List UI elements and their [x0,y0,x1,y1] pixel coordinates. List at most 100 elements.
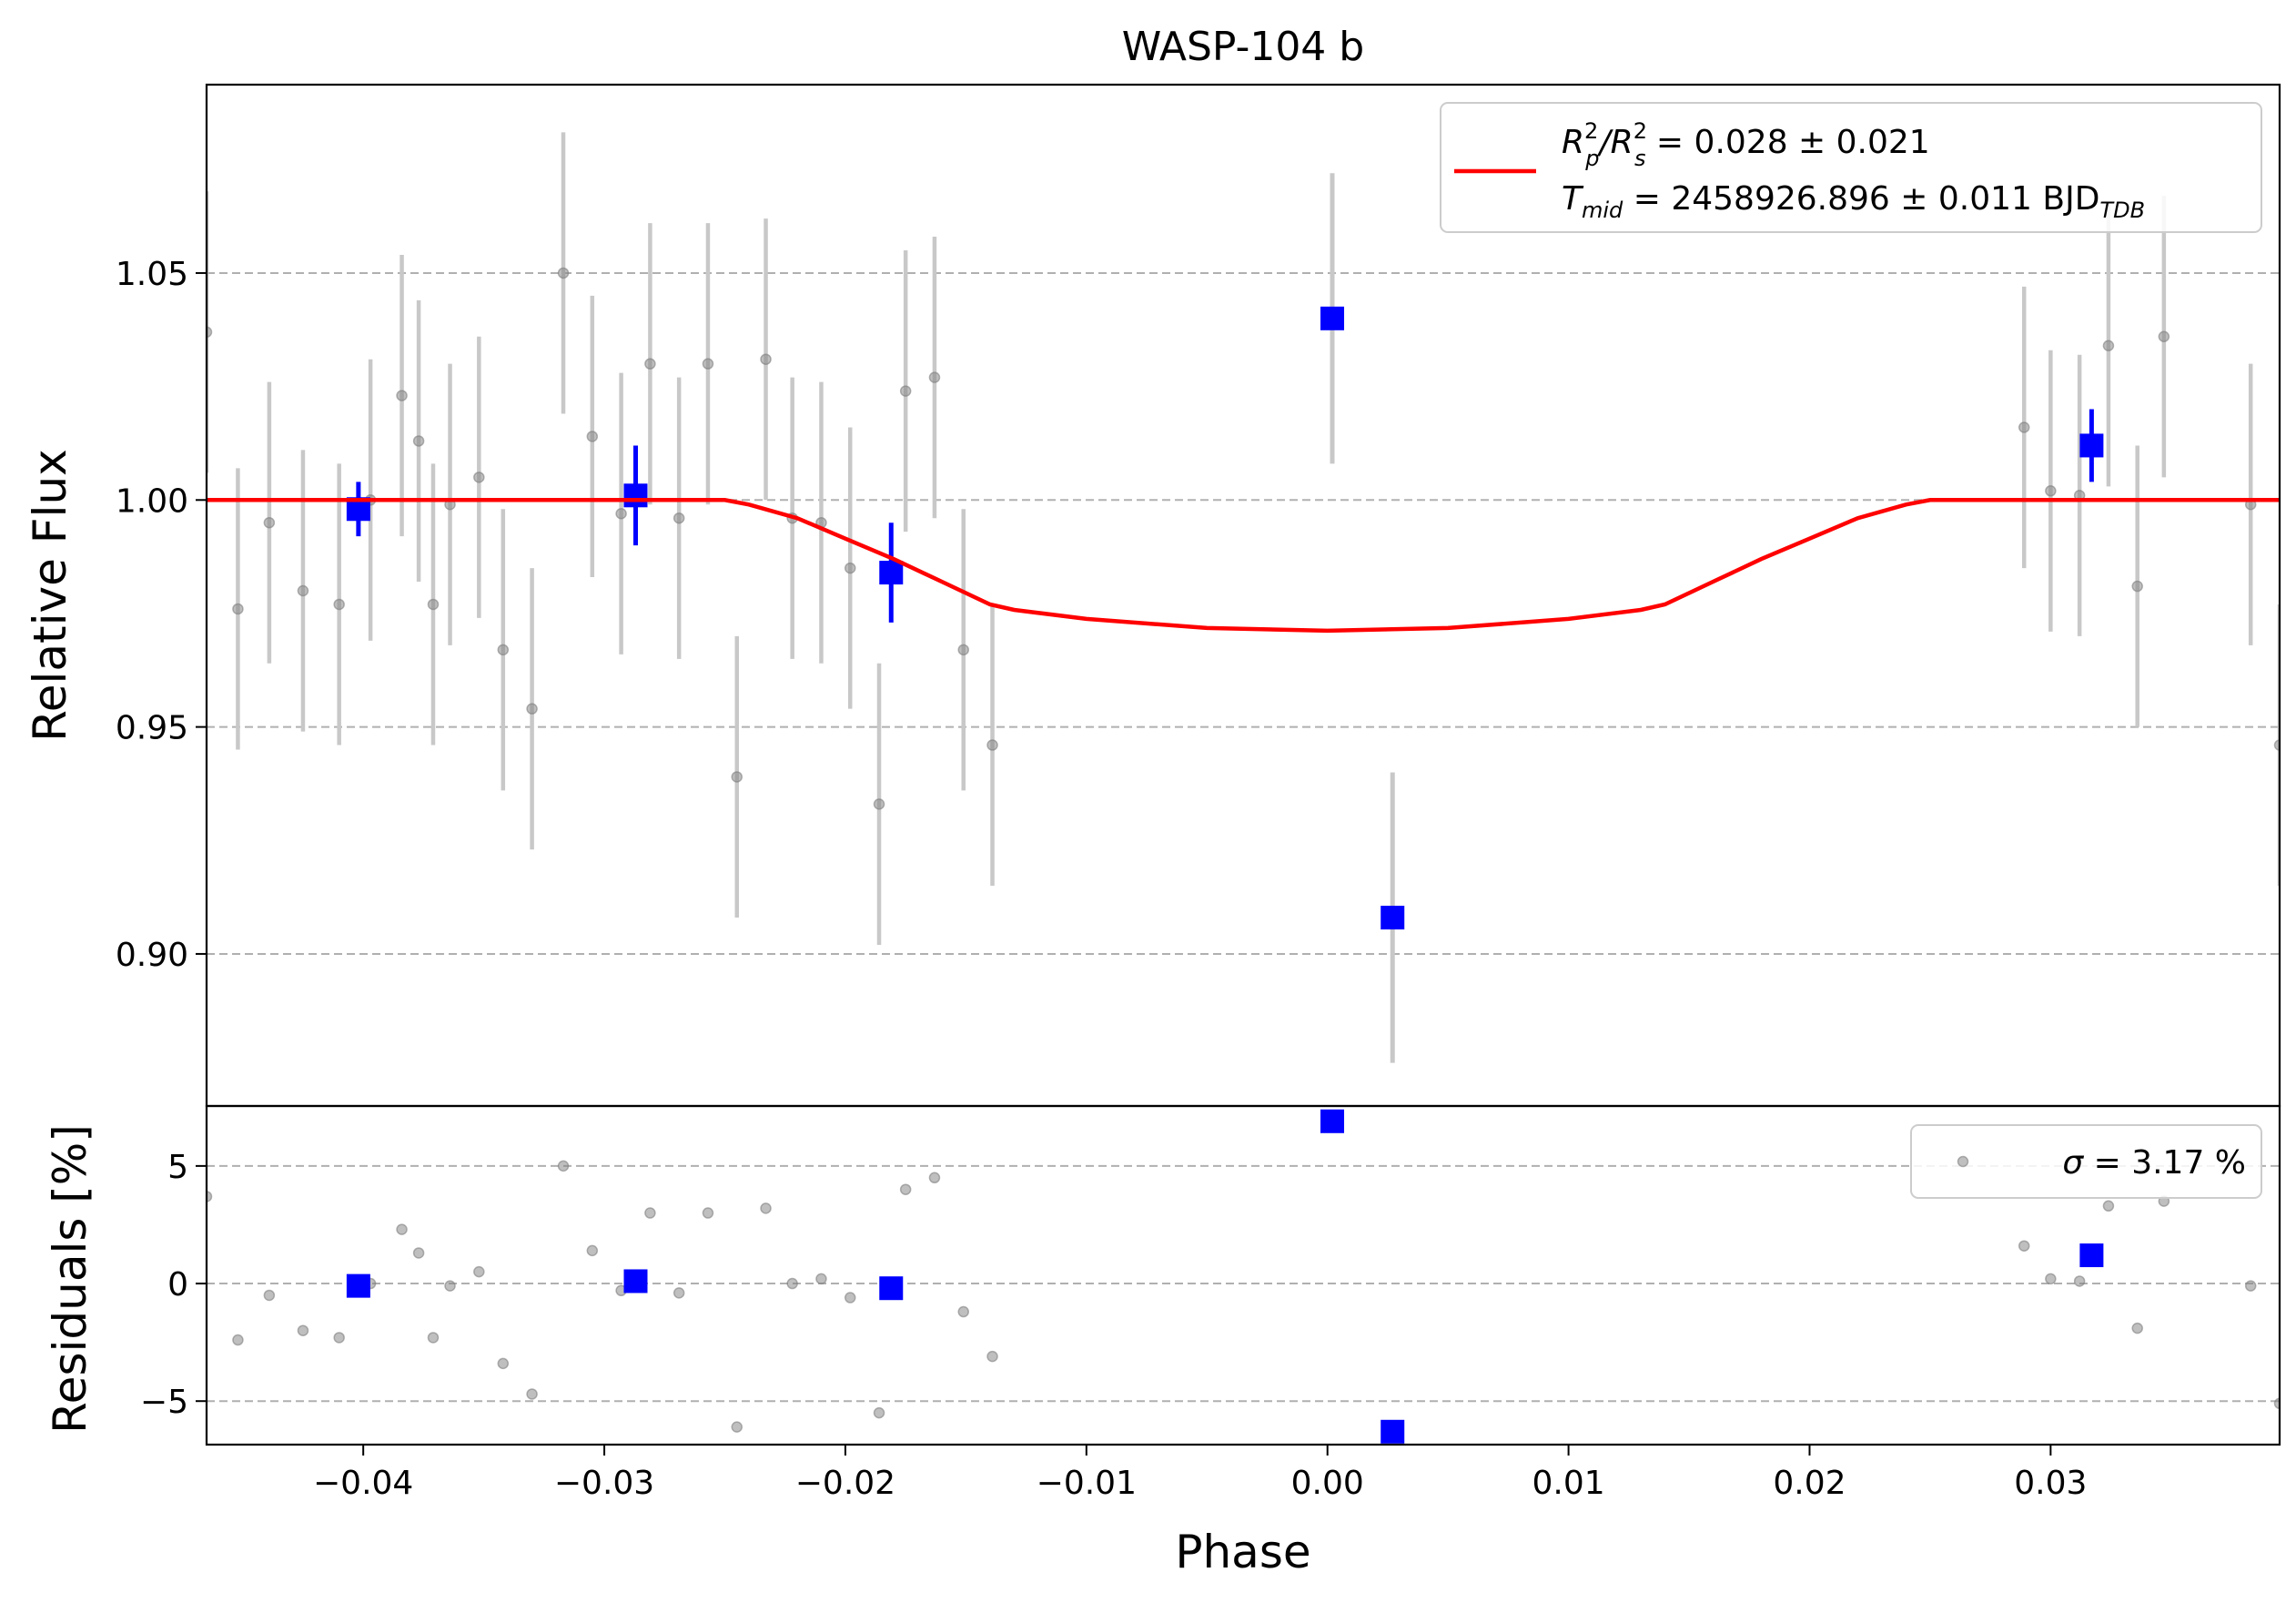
residuals-legend: σ = 3.17 % [1910,1124,2262,1199]
residual-raw-point [473,1265,485,1278]
binned-data-point [1381,906,1405,930]
residual-raw-point [760,1202,772,1214]
raw-data-point [2018,421,2030,433]
raw-data-point [2102,340,2115,351]
chart-title: WASP-104 b [1122,24,1364,70]
residual-binned-point [623,1269,648,1294]
x-tick-label: 0.01 [1532,1465,1605,1502]
residual-raw-point [232,1334,244,1346]
x-tick-label: 0.02 [1773,1465,1846,1502]
raw-data-point [2273,739,2280,751]
residual-raw-point [815,1273,827,1285]
x-axis-label: Phase [1175,1526,1310,1578]
residual-raw-point [297,1324,309,1336]
residual-raw-point [427,1332,440,1344]
residuals-panel: −5 0 5 −0.04 −0.03 −0.02 −0.01 0.00 0.01 0.02 0.0… [44,1104,2281,1578]
residual-binned-point [2079,1243,2104,1268]
raw-data-point [673,512,685,524]
raw-data-point [899,385,912,397]
residuals-y-tick-label: 5 [167,1149,188,1186]
light-curve-panel: 0.90 0.95 1.00 1.05 Relative Flux R2 p/R2 s =… [24,83,2281,1108]
raw-data-point [2045,485,2057,497]
residual-raw-point [557,1160,570,1172]
light-curve-legend-box [1440,102,2262,233]
raw-data-point [731,771,743,783]
raw-data-point [986,739,998,751]
residual-raw-point [2273,1397,2280,1410]
raw-data-point [412,435,425,447]
legend-sigma-text: σ = 3.17 % [2062,1144,2246,1182]
residuals-legend-box [1910,1124,2262,1199]
raw-data-point [396,390,408,401]
residual-binned-point [346,1273,370,1298]
raw-data-point [427,598,440,611]
residual-raw-point [526,1388,538,1400]
residual-raw-point [731,1421,743,1433]
x-tick-label: 0.00 [1291,1465,1364,1502]
binned-data-point [2079,433,2104,458]
residual-raw-point [928,1172,941,1184]
residuals-y-tick-label: 0 [167,1266,188,1304]
raw-data-point [497,644,510,656]
x-tick-label: −0.03 [554,1465,654,1502]
residual-raw-point [2018,1240,2030,1252]
residual-raw-point [2244,1280,2257,1292]
light-curve-ylabel: Relative Flux [24,449,76,741]
raw-data-point [297,584,309,597]
residuals-ylabel: Residuals [%] [44,1124,96,1434]
light-curve-legend: R2 p/R2 s = 0.028 ± 0.021 Tmid = 2458926.8… [1440,102,2262,233]
residual-binned-point [1320,1109,1345,1133]
x-axis-ticks: −0.04 −0.03 −0.02 −0.01 0.00 0.01 0.02 0.03 [313,1445,2087,1502]
residual-raw-point [412,1247,425,1259]
raw-data-point [557,267,570,279]
residual-binned-point [879,1276,904,1301]
residual-raw-point [263,1289,276,1302]
residual-raw-point [2045,1273,2057,1285]
residual-raw-point [444,1280,456,1292]
residual-raw-point [899,1183,912,1195]
residual-raw-point [2102,1200,2115,1212]
residual-raw-point [986,1350,998,1363]
binned-data-point [623,483,648,508]
residuals-y-ticks: −5 0 5 [140,1149,207,1421]
light-curve-y-tick-label: 1.05 [116,256,188,293]
light-curve-y-tick-label: 0.95 [116,710,188,747]
residuals-y-tick-label: −5 [140,1384,188,1421]
raw-data-point [957,644,969,656]
raw-data-point [615,507,627,520]
raw-data-point [760,353,772,365]
raw-data-point [586,431,599,442]
raw-data-point [928,371,941,383]
residual-raw-point [396,1223,408,1235]
residual-raw-point [673,1287,685,1299]
raw-data-point [526,703,538,715]
raw-data-point [702,358,714,370]
x-tick-label: −0.01 [1037,1465,1137,1502]
residual-raw-point [333,1332,345,1344]
residual-raw-point [957,1305,969,1318]
raw-data-point [644,358,656,370]
x-tick-label: −0.04 [313,1465,413,1502]
residuals-binned-points [346,1109,2104,1444]
light-curve-y-tick-label: 1.00 [116,482,188,520]
legend-tmid-text: Tmid = 2458926.896 ± 0.011 BJDTDB [1562,180,2145,223]
binned-data-point [879,561,904,585]
raw-data-point [232,603,244,615]
residual-raw-point [873,1406,885,1419]
raw-data-point [207,326,213,339]
raw-data-point [2131,580,2143,593]
binned-data-point [1320,306,1345,330]
residual-binned-point [1381,1419,1405,1444]
residual-raw-point [207,1191,213,1202]
residual-raw-point [2131,1322,2143,1334]
legend-raw-marker [1957,1155,1969,1168]
residual-raw-point [2073,1275,2086,1287]
residual-raw-point [586,1244,599,1257]
raw-data-point [2158,330,2170,343]
x-tick-label: 0.03 [2014,1465,2087,1502]
residuals-raw-points [207,1160,2280,1433]
light-curve-y-ticks: 0.90 0.95 1.00 1.05 [116,256,207,974]
light-curve-y-tick-label: 0.90 [116,937,188,974]
